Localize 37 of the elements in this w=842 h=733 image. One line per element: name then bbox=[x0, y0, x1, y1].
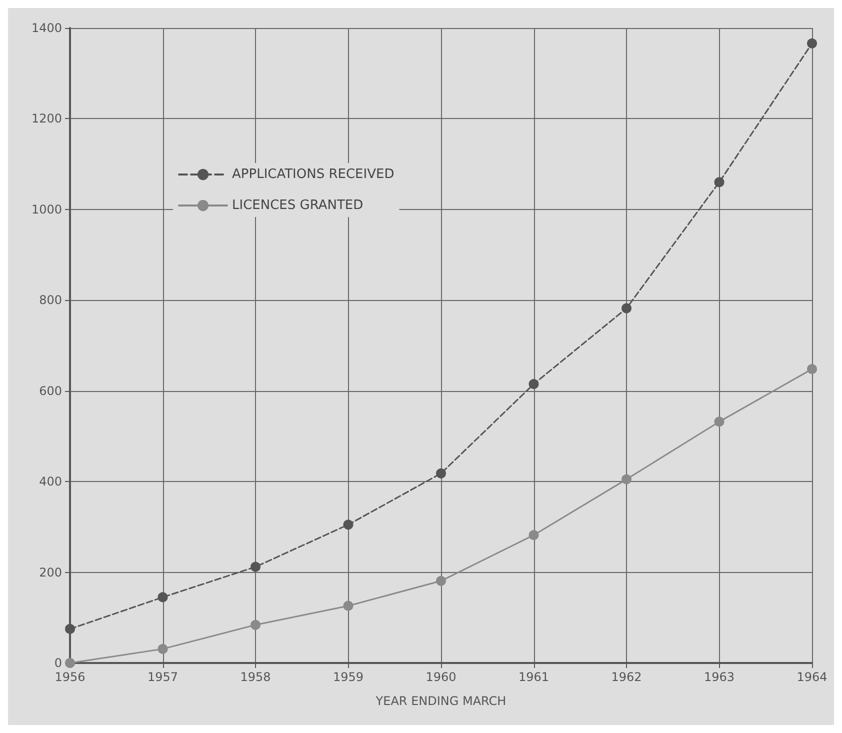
y-tick-label: 0 bbox=[54, 656, 62, 670]
x-tick-label: 1956 bbox=[54, 670, 86, 684]
x-tick-label: 1959 bbox=[332, 670, 364, 684]
x-tick-label: 1957 bbox=[147, 670, 178, 684]
x-tick-label: 1964 bbox=[796, 670, 828, 684]
y-tick-label: 1200 bbox=[31, 112, 62, 126]
x-tick-label: 1961 bbox=[518, 670, 550, 684]
point bbox=[158, 592, 168, 602]
point bbox=[436, 576, 446, 586]
point bbox=[807, 38, 817, 48]
x-tick-label: 1962 bbox=[611, 670, 642, 684]
y-tick-label: 1000 bbox=[31, 202, 62, 216]
point bbox=[528, 379, 539, 390]
y-tick-label: 400 bbox=[39, 474, 62, 489]
point bbox=[343, 520, 354, 530]
point bbox=[65, 624, 75, 634]
x-tick-label: 1960 bbox=[426, 670, 456, 684]
legend-label: LICENCES GRANTED bbox=[232, 198, 364, 213]
point bbox=[250, 620, 260, 630]
point bbox=[158, 644, 168, 654]
point bbox=[714, 177, 724, 188]
legend-label: APPLICATIONS RECEIVED bbox=[232, 167, 394, 182]
point bbox=[622, 303, 632, 314]
point bbox=[250, 562, 260, 572]
x-axis-title: YEAR ENDING MARCH bbox=[374, 694, 506, 708]
x-tick-label: 1958 bbox=[240, 670, 271, 684]
y-tick-label: 800 bbox=[39, 293, 62, 308]
y-tick-label: 200 bbox=[39, 565, 62, 580]
point bbox=[622, 474, 632, 484]
x-tick-label: 1963 bbox=[704, 670, 735, 684]
point bbox=[714, 416, 724, 427]
y-tick-label: 600 bbox=[39, 384, 62, 398]
point bbox=[436, 468, 446, 478]
point bbox=[528, 530, 539, 540]
y-tick-label: 1400 bbox=[31, 21, 62, 35]
point bbox=[343, 600, 354, 611]
point bbox=[807, 364, 817, 374]
